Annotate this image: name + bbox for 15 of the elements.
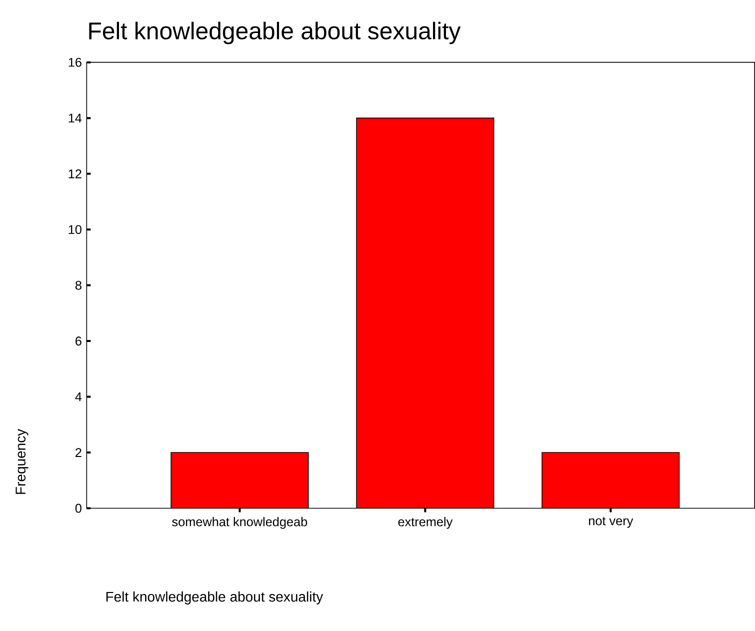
y-tick-label: 8	[75, 280, 82, 290]
y-tick-label: 4	[75, 392, 82, 402]
x-tick-label: extremely	[398, 517, 453, 529]
y-tick-label: 14	[68, 114, 82, 122]
y-tick-label: 2	[76, 448, 82, 457]
x-tick-label: not very	[588, 517, 634, 528]
y-axis-title: Frequency	[16, 428, 28, 494]
x-axis-title: Felt knowledgeable about sexuality	[106, 591, 324, 604]
chart-title: Felt knowledgeable about sexuality	[89, 22, 461, 44]
y-tick-label: 6	[76, 336, 82, 346]
y-tick-label: 10	[68, 225, 82, 234]
y-tick-label: 12	[68, 169, 82, 178]
y-tick-label: 16	[68, 58, 82, 67]
y-tick-label: 0	[75, 504, 82, 513]
x-tick-label: somewhat knowledgeab	[172, 517, 308, 529]
